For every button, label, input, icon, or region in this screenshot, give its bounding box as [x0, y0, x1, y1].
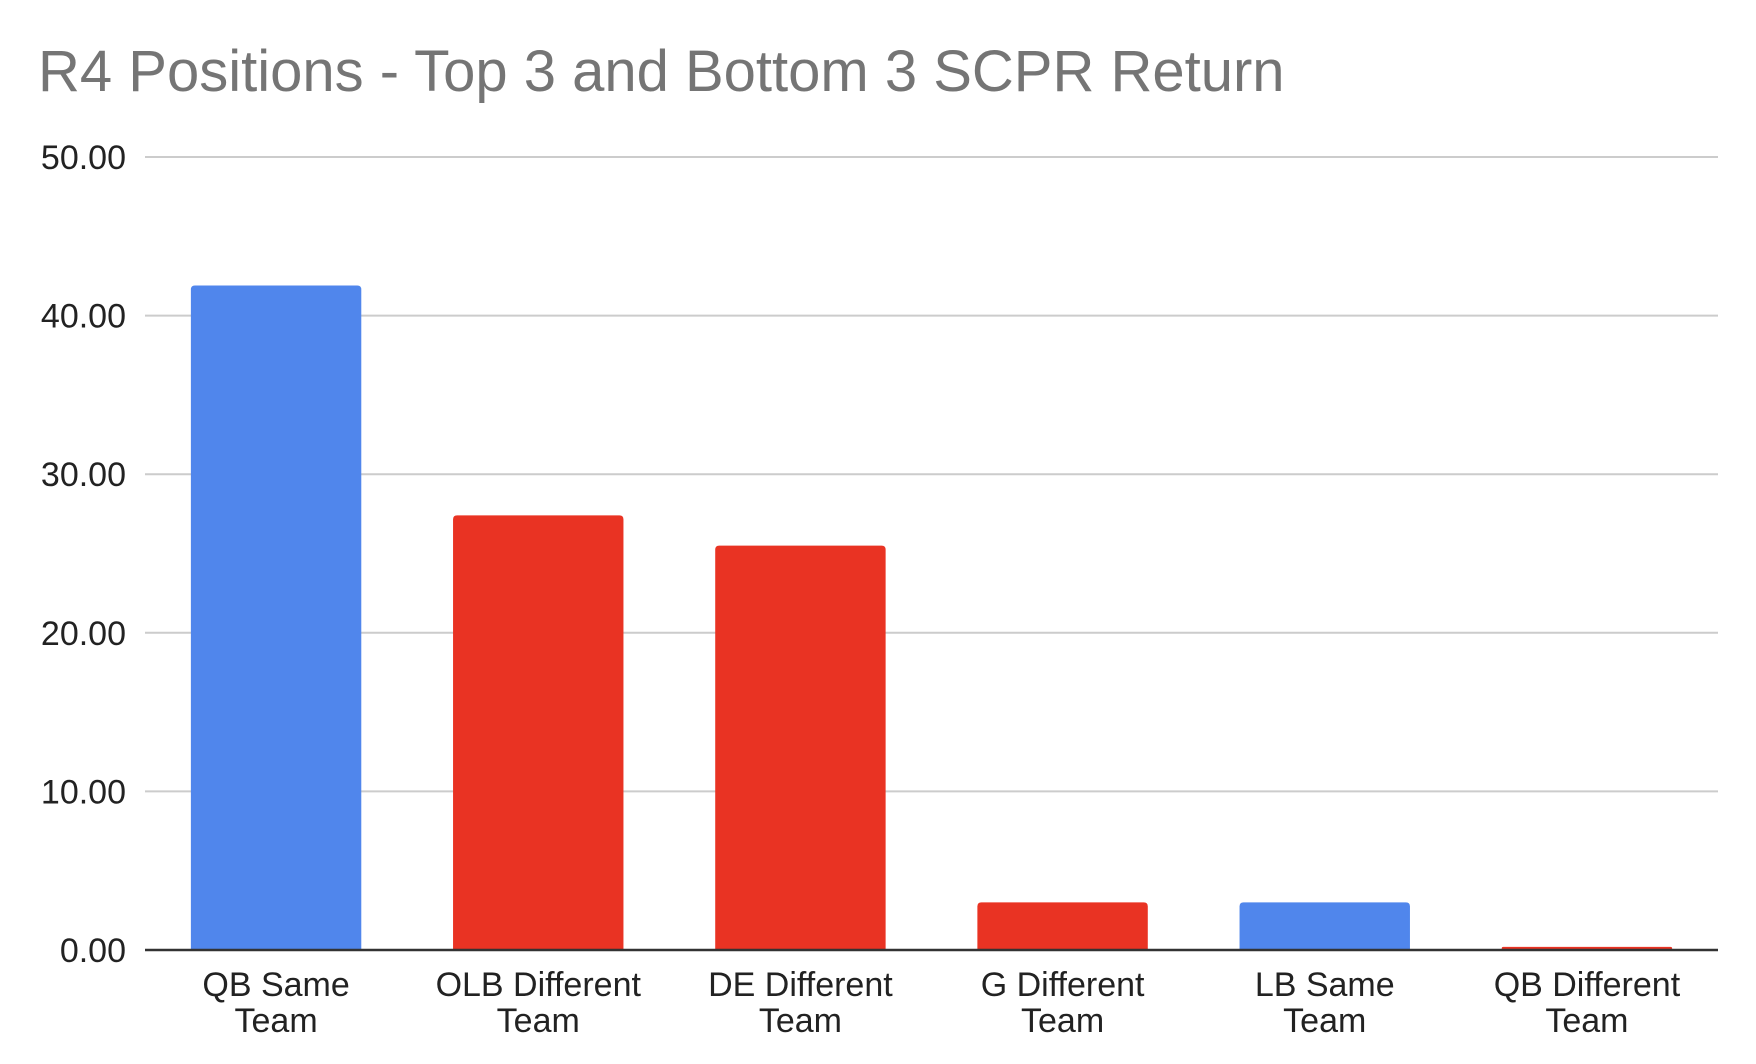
- bar: [1239, 902, 1410, 950]
- x-tick-label: Team: [497, 1002, 580, 1040]
- x-tick-label: QB Same: [202, 966, 349, 1004]
- x-tick-label: Team: [235, 1002, 318, 1040]
- y-tick-label: 40.00: [41, 298, 126, 336]
- bars: [190, 285, 1673, 950]
- y-tick-label: 50.00: [41, 139, 126, 177]
- x-tick-label: G Different: [981, 966, 1145, 1004]
- gridlines: [145, 156, 1718, 793]
- x-tick-label: Team: [1021, 1002, 1104, 1040]
- bar: [190, 285, 362, 950]
- x-tick-label: LB Same: [1255, 966, 1395, 1004]
- y-tick-label: 30.00: [41, 456, 126, 494]
- x-tick-label: Team: [1283, 1002, 1366, 1040]
- bar: [977, 902, 1148, 950]
- x-tick-label: Team: [1545, 1002, 1628, 1040]
- x-tick-label: OLB Different: [436, 966, 642, 1004]
- y-tick-label: 10.00: [41, 773, 126, 811]
- bar: [453, 515, 624, 950]
- y-tick-label: 0.00: [60, 932, 126, 970]
- x-tick-label: DE Different: [708, 966, 893, 1004]
- y-tick-label: 20.00: [41, 615, 126, 653]
- x-tick-label: QB Different: [1494, 966, 1681, 1004]
- chart-title: R4 Positions - Top 3 and Bottom 3 SCPR R…: [38, 39, 1285, 104]
- x-tick-label: Team: [759, 1002, 842, 1040]
- bar: [715, 545, 886, 950]
